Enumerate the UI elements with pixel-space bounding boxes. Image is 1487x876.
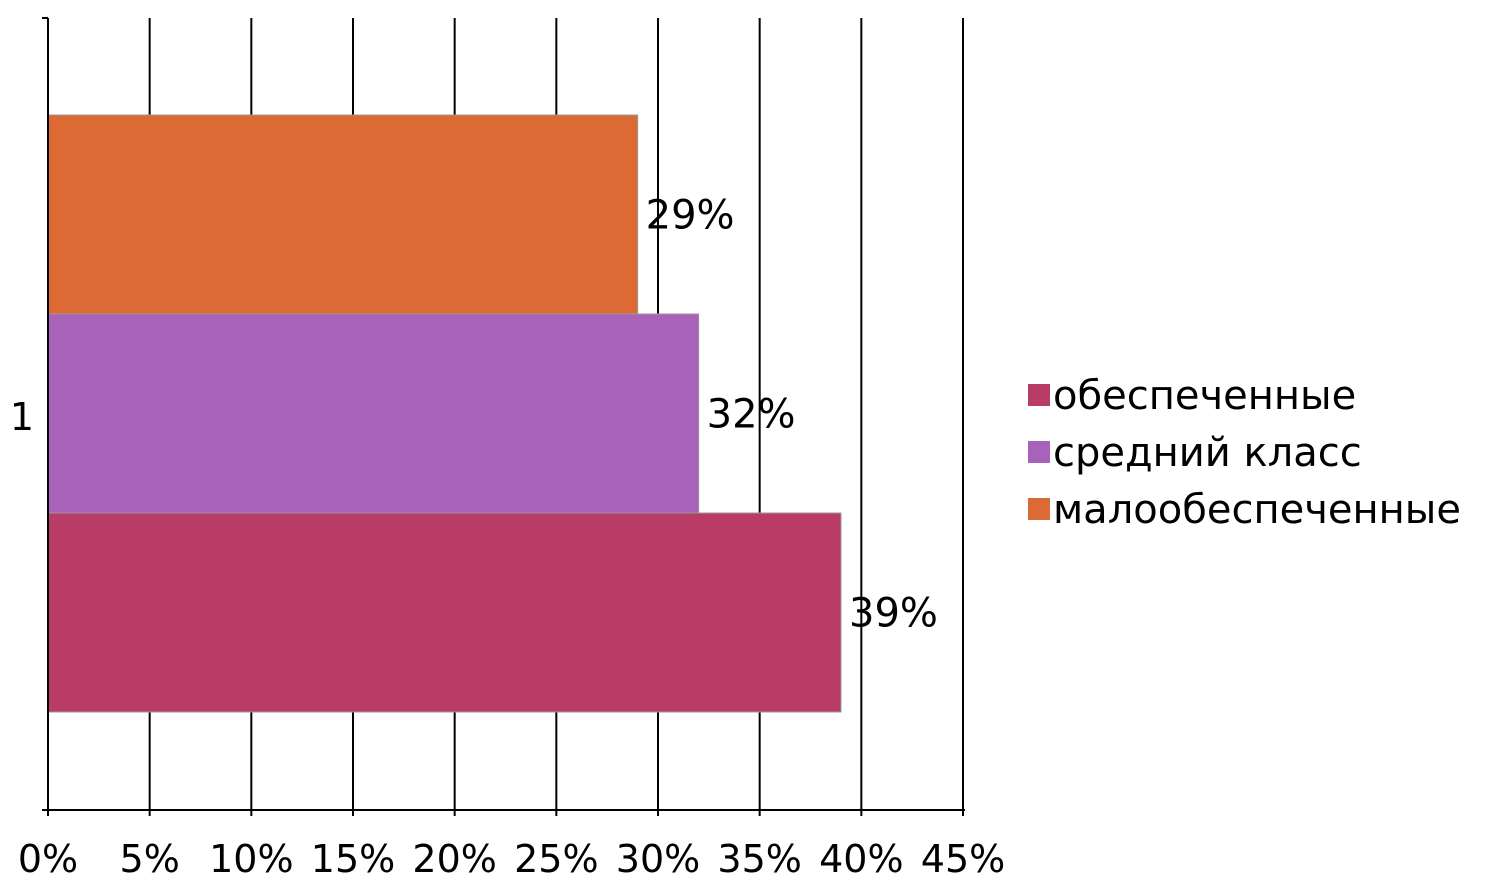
x-tick-label: 20%	[412, 837, 496, 876]
x-tick-label: 40%	[819, 837, 903, 876]
x-tick-label: 30%	[616, 837, 700, 876]
legend-swatch-2	[1028, 441, 1050, 463]
x-tick-label: 45%	[921, 837, 1005, 876]
data-label: 32%	[707, 392, 796, 438]
legend: обеспеченные средний класс малообеспеченны…	[1028, 373, 1461, 533]
x-tick-label: 15%	[311, 837, 395, 876]
legend-label: средний класс	[1053, 430, 1362, 476]
y-category-label: 1	[10, 395, 34, 439]
x-tick-label: 35%	[717, 837, 801, 876]
legend-swatch-3	[1028, 498, 1050, 520]
legend-label: обеспеченные	[1053, 373, 1356, 419]
x-tick-label: 5%	[120, 837, 180, 876]
x-tick-label: 0%	[18, 837, 78, 876]
data-label: 29%	[646, 193, 735, 239]
x-axis-ticks: 0% 5% 10% 15% 20% 25% 30% 35% 40% 45%	[18, 810, 1005, 876]
data-labels: 39% 32% 29%	[646, 193, 938, 637]
bars	[47, 114, 842, 713]
data-label: 39%	[849, 591, 938, 637]
axes	[42, 17, 965, 812]
bar-2	[47, 313, 700, 514]
x-tick-label: 10%	[209, 837, 293, 876]
legend-swatch-1	[1028, 384, 1050, 406]
bar-1	[47, 512, 842, 713]
y-axis-categories: 1	[10, 395, 34, 439]
bar-3	[47, 114, 639, 315]
legend-label: малообеспеченные	[1053, 487, 1461, 533]
x-tick-label: 25%	[514, 837, 598, 876]
